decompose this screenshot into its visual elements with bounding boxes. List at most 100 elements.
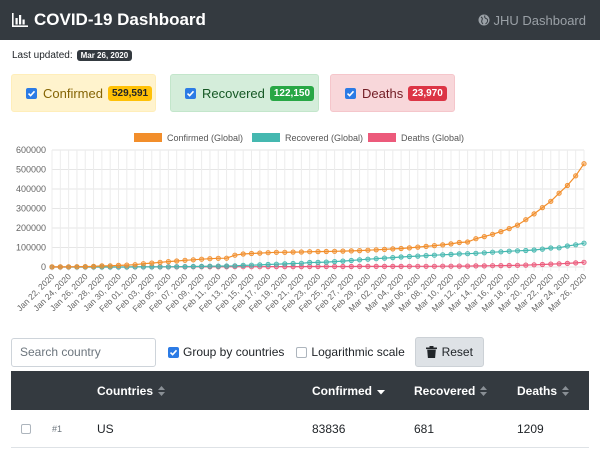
deaths-label: Deaths xyxy=(362,85,404,101)
data-point xyxy=(431,252,437,258)
data-point xyxy=(348,248,354,254)
data-point xyxy=(564,182,571,189)
data-point xyxy=(323,263,329,270)
data-point xyxy=(464,239,471,245)
data-point xyxy=(348,263,354,270)
data-point xyxy=(273,261,279,267)
deaths-card[interactable]: Deaths 23,970 xyxy=(330,74,455,112)
data-point xyxy=(440,242,446,248)
reset-button[interactable]: Reset xyxy=(414,337,484,367)
bar-chart-icon xyxy=(12,13,28,27)
data-point xyxy=(282,261,288,267)
data-point xyxy=(440,263,446,269)
group-by-countries-checkbox[interactable] xyxy=(168,346,179,358)
data-point xyxy=(539,261,546,268)
data-point xyxy=(199,256,205,262)
recovered-checkbox[interactable] xyxy=(185,87,196,99)
check-icon xyxy=(186,90,195,97)
table-row[interactable]: #1 US 83836 681 1209 xyxy=(11,410,589,448)
row-recovered: 681 xyxy=(414,422,435,436)
data-point xyxy=(82,264,88,270)
data-point xyxy=(523,262,529,268)
data-point xyxy=(581,259,587,265)
data-point xyxy=(373,263,379,269)
data-point xyxy=(265,261,271,268)
data-point xyxy=(140,261,146,267)
data-point xyxy=(381,246,388,253)
search-country-input[interactable] xyxy=(11,337,156,367)
countries-header-label: Countries xyxy=(97,383,154,398)
recovered-card[interactable]: Recovered 122,150 xyxy=(170,74,319,112)
log-scale-option[interactable]: Logarithmic scale xyxy=(296,345,405,359)
data-point xyxy=(282,249,288,255)
confirmed-column-header[interactable]: Confirmed xyxy=(312,371,385,410)
data-point xyxy=(573,242,579,248)
data-point xyxy=(199,263,205,269)
data-point xyxy=(356,257,363,263)
y-tick-label: 500000 xyxy=(16,165,46,175)
data-point xyxy=(240,262,246,268)
deaths-column-header[interactable]: Deaths xyxy=(517,371,570,410)
data-point xyxy=(390,255,396,261)
row-select[interactable] xyxy=(21,410,31,448)
data-point xyxy=(190,257,196,263)
data-point xyxy=(564,260,571,266)
confirmed-checkbox[interactable] xyxy=(26,87,37,99)
recovered-column-header[interactable]: Recovered xyxy=(414,371,488,410)
data-point xyxy=(581,240,587,246)
deaths-checkbox[interactable] xyxy=(345,87,356,99)
confirmed-header-label: Confirmed xyxy=(312,383,372,398)
data-point xyxy=(157,259,163,265)
trash-icon xyxy=(425,346,437,358)
data-point xyxy=(398,245,404,252)
check-icon xyxy=(169,349,178,356)
sort-icon xyxy=(562,385,570,396)
log-scale-checkbox[interactable] xyxy=(296,346,308,358)
data-point xyxy=(132,262,138,268)
row-checkbox[interactable] xyxy=(21,424,31,434)
data-point xyxy=(481,263,487,269)
data-point xyxy=(124,262,130,268)
countries-column-header[interactable]: Countries xyxy=(97,371,166,410)
confirmed-card[interactable]: Confirmed 529,591 xyxy=(11,74,156,112)
deaths-header-label: Deaths xyxy=(517,383,558,398)
data-point xyxy=(257,250,263,256)
data-point xyxy=(215,263,221,269)
data-point xyxy=(489,231,496,237)
data-point xyxy=(456,239,462,246)
data-point xyxy=(423,263,429,269)
globe-icon xyxy=(478,14,489,26)
data-point xyxy=(514,262,521,268)
data-point xyxy=(539,246,546,252)
legend-label: Confirmed (Global) xyxy=(167,133,243,143)
data-point xyxy=(224,263,230,269)
confirmed-label: Confirmed xyxy=(43,85,103,101)
legend-label: Recovered (Global) xyxy=(285,133,363,143)
data-point xyxy=(506,262,512,269)
recovered-header-label: Recovered xyxy=(414,383,476,398)
jhu-dashboard-link[interactable]: JHU Dashboard xyxy=(478,12,587,28)
data-point xyxy=(423,253,429,259)
data-point xyxy=(415,263,421,269)
app-brand[interactable]: COVID-19 Dashboard xyxy=(12,10,206,30)
deaths-count-badge: 23,970 xyxy=(408,85,447,101)
data-point xyxy=(514,248,521,254)
data-point xyxy=(107,263,113,269)
recovered-label: Recovered xyxy=(202,85,265,101)
sort-desc-icon xyxy=(377,389,385,394)
data-point xyxy=(381,263,388,269)
legend-swatch xyxy=(134,133,162,142)
data-point xyxy=(398,263,404,269)
data-point xyxy=(356,263,363,269)
data-point xyxy=(564,243,571,249)
group-by-countries-option[interactable]: Group by countries xyxy=(168,345,284,359)
data-point xyxy=(165,264,171,270)
data-point xyxy=(174,258,180,264)
jhu-dashboard-label: JHU Dashboard xyxy=(493,12,587,28)
recovered-count-badge: 122,150 xyxy=(269,85,315,101)
data-point xyxy=(381,255,388,261)
data-point xyxy=(556,190,562,196)
data-point xyxy=(464,251,471,257)
legend-swatch xyxy=(368,133,396,142)
data-point xyxy=(415,244,421,250)
